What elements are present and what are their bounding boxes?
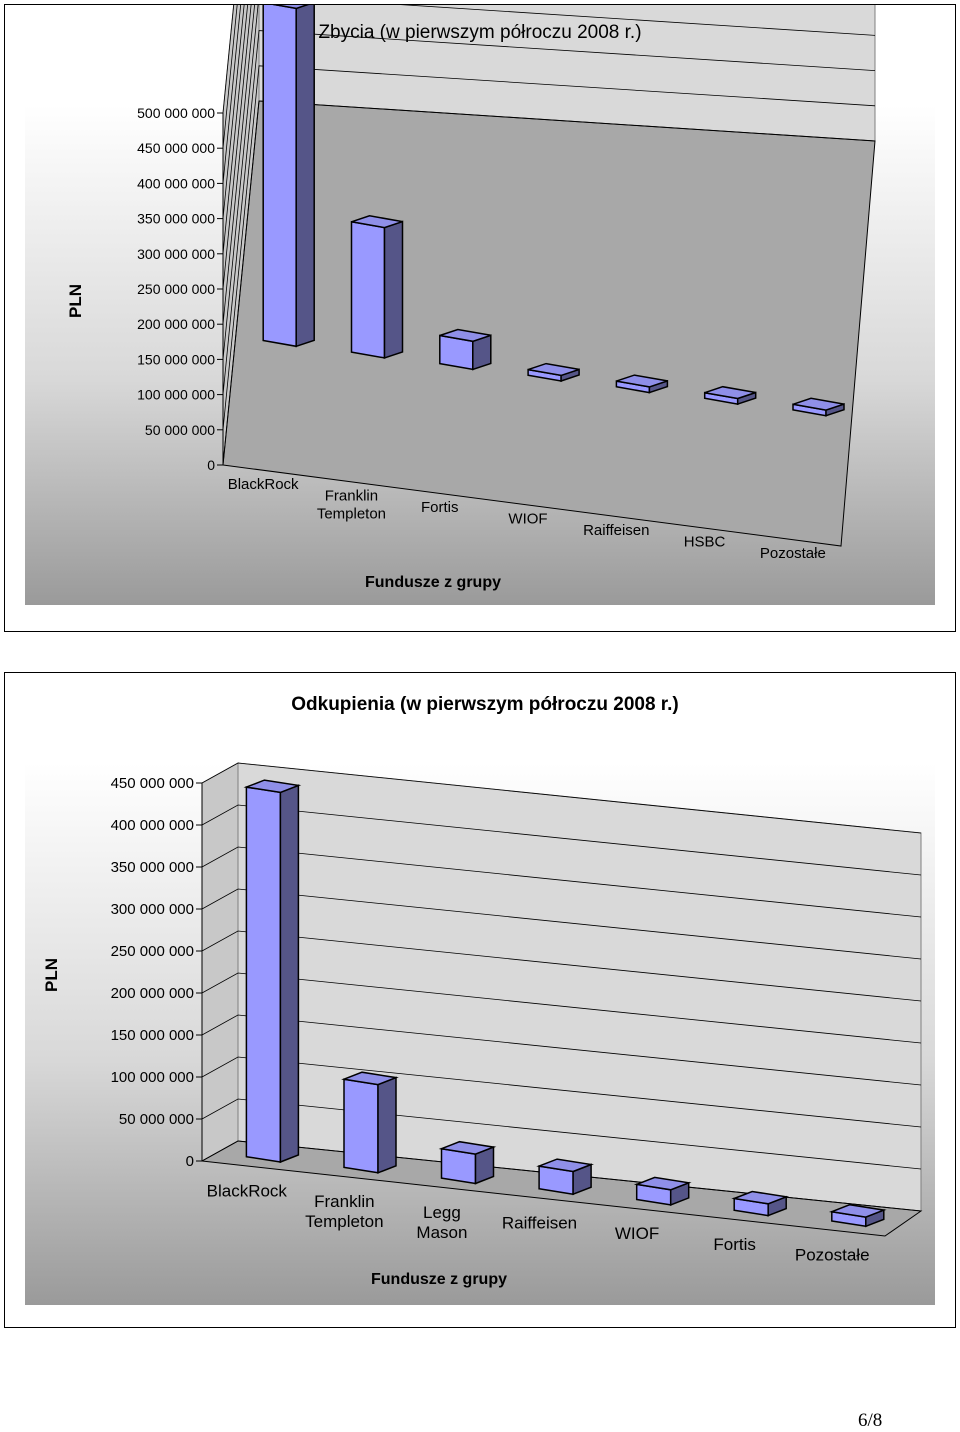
x-axis-label: Fundusze z grupy bbox=[365, 574, 501, 591]
bar-1 bbox=[350, 220, 386, 359]
page-number: 6/8 bbox=[858, 1410, 883, 1431]
bar-top-3 bbox=[527, 362, 580, 377]
x-category-label: Templeton bbox=[317, 505, 386, 522]
gridline bbox=[201, 972, 922, 1044]
x-category-label: WIOF bbox=[615, 1224, 659, 1243]
y-tick-label: 200 000 000 bbox=[137, 316, 215, 332]
gridline bbox=[201, 1098, 922, 1170]
x-category-label: Franklin bbox=[314, 1192, 374, 1211]
x-category-label: Templeton bbox=[305, 1212, 383, 1231]
y-tick-label: 0 bbox=[207, 457, 215, 473]
x-category-label: Mason bbox=[416, 1223, 467, 1242]
y-tick-label: 0 bbox=[186, 1153, 194, 1170]
y-tick-label: 350 000 000 bbox=[137, 211, 215, 227]
bar-top-1 bbox=[351, 215, 403, 229]
y-tick-label: 100 000 000 bbox=[137, 387, 215, 403]
gridline bbox=[222, 65, 876, 430]
bar-top-2 bbox=[439, 328, 492, 343]
bar-top-6 bbox=[792, 397, 845, 411]
gridline bbox=[222, 0, 242, 184]
y-tick-label: 50 000 000 bbox=[145, 422, 215, 438]
y-tick-label: 400 000 000 bbox=[111, 817, 194, 834]
y-tick-label: 500 000 000 bbox=[137, 105, 215, 121]
gridline bbox=[201, 1014, 922, 1086]
gridline bbox=[222, 0, 876, 325]
chart-panel-odkupienia: 0 50 000 000 100 000 000 150 000 000 200 000… bbox=[4, 672, 956, 1328]
bar-top-4 bbox=[616, 374, 668, 388]
chart-title: Odkupienia (w pierwszym półroczu 2008 r.… bbox=[291, 694, 679, 715]
x-category-label: Pozostałe bbox=[760, 545, 826, 562]
bar-1 bbox=[343, 1078, 379, 1174]
y-tick-label: 250 000 000 bbox=[137, 281, 215, 297]
bar-top-3 bbox=[536, 1158, 594, 1173]
y-tick-label: 350 000 000 bbox=[111, 859, 194, 876]
x-category-label: Legg bbox=[423, 1203, 461, 1222]
gridline bbox=[222, 0, 246, 219]
gridline bbox=[201, 1140, 922, 1212]
x-category-label: Pozostałe bbox=[795, 1246, 870, 1265]
bar-side-0 bbox=[279, 784, 300, 1164]
bar-top-0 bbox=[243, 779, 302, 794]
chart-zbycia: 0 50 000 000 100 000 000 150 000 000 200 000… bbox=[25, 0, 935, 605]
gridline bbox=[201, 804, 922, 876]
gridline bbox=[222, 0, 239, 149]
y-tick-label: 300 000 000 bbox=[137, 246, 215, 262]
bar-top-6 bbox=[828, 1203, 887, 1218]
gridline bbox=[201, 930, 922, 1002]
x-category-label: WIOF bbox=[508, 511, 547, 528]
bar-side-0 bbox=[295, 1, 315, 348]
chart-title: Zbycia (w pierwszym półroczu 2008 r.) bbox=[318, 22, 641, 43]
side-wall bbox=[201, 762, 239, 1162]
chart-panel-zbycia: 0 50 000 000 100 000 000 150 000 000 200 000… bbox=[4, 0, 956, 632]
y-tick-label: 150 000 000 bbox=[111, 1027, 194, 1044]
bar-top-5 bbox=[731, 1190, 790, 1205]
bar-side-1 bbox=[377, 1076, 397, 1174]
x-category-label: Fortis bbox=[713, 1235, 756, 1254]
bar-top-4 bbox=[633, 1176, 692, 1191]
gridline bbox=[222, 30, 876, 395]
bar-top-5 bbox=[704, 385, 756, 400]
gridline bbox=[201, 762, 922, 834]
x-category-label: Franklin bbox=[325, 487, 378, 504]
gridline bbox=[201, 1056, 922, 1128]
x-category-label: Fortis bbox=[421, 499, 459, 516]
y-tick-label: 150 000 000 bbox=[137, 351, 215, 367]
bar-top-1 bbox=[341, 1071, 399, 1086]
gridline bbox=[222, 0, 876, 360]
x-category-label: HSBC bbox=[684, 534, 726, 551]
gridline bbox=[201, 888, 922, 960]
x-axis-label: Fundusze z grupy bbox=[371, 1271, 507, 1288]
y-tick-label: 300 000 000 bbox=[111, 901, 194, 918]
gridline bbox=[201, 846, 922, 918]
y-tick-label: 200 000 000 bbox=[111, 985, 194, 1002]
bar-top-2 bbox=[438, 1140, 497, 1155]
gridline bbox=[222, 0, 249, 254]
x-category-label: BlackRock bbox=[207, 1181, 288, 1200]
y-axis-label: PLN bbox=[42, 958, 61, 992]
y-tick-label: 450 000 000 bbox=[137, 140, 215, 156]
x-category-label: Raiffeisen bbox=[583, 522, 649, 539]
y-tick-label: 450 000 000 bbox=[111, 775, 194, 792]
y-tick-label: 250 000 000 bbox=[111, 943, 194, 960]
back-wall bbox=[237, 762, 922, 1212]
chart-odkupienia: 0 50 000 000 100 000 000 150 000 000 200 000… bbox=[25, 694, 935, 1305]
gridline bbox=[222, 100, 876, 466]
bar-0 bbox=[245, 786, 282, 1163]
bar-side-1 bbox=[383, 220, 404, 359]
y-tick-label: 50 000 000 bbox=[119, 1111, 194, 1128]
bar-0 bbox=[262, 1, 297, 348]
y-tick-label: 400 000 000 bbox=[137, 175, 215, 191]
gridline bbox=[222, 0, 252, 290]
y-tick-label: 100 000 000 bbox=[111, 1069, 194, 1086]
x-category-label: BlackRock bbox=[228, 476, 299, 493]
y-axis-label: PLN bbox=[66, 284, 85, 318]
x-category-label: Raiffeisen bbox=[502, 1214, 577, 1233]
